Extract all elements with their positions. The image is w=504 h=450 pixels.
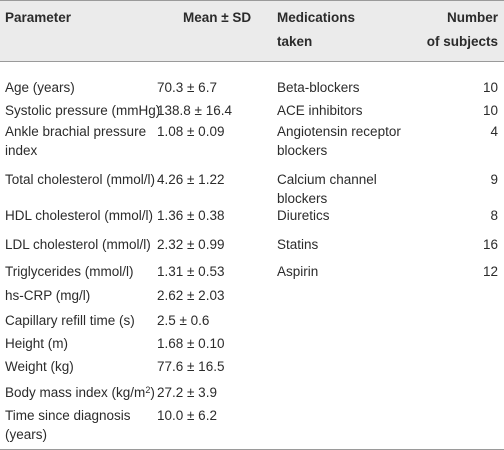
medication-label: Calcium channel	[277, 172, 377, 187]
table-header: Parameter Mean ± SD Medications taken Nu…	[0, 0, 504, 61]
param-value: 27.2 ± 3.9	[157, 385, 217, 400]
medication-label: ACE inhibitors	[277, 103, 363, 118]
param-label-suffix: )	[150, 385, 155, 400]
param-label: Body mass index (kg/m2)	[5, 383, 155, 402]
param-label: Ankle brachial pressure	[5, 124, 147, 139]
medication-count: 10	[482, 80, 498, 95]
medication-count: 10	[482, 103, 498, 118]
medication-count: 4	[490, 124, 498, 139]
param-label: Age (years)	[5, 80, 75, 95]
param-label: Systolic pressure (mmHg)	[5, 103, 161, 118]
medication-label: Beta-blockers	[277, 80, 360, 95]
param-label-line2: (years)	[5, 427, 48, 442]
param-label: Triglycerides (mmol/l)	[5, 264, 134, 279]
medication-label-line2: blockers	[277, 191, 328, 206]
param-value: 77.6 ± 16.5	[157, 359, 225, 374]
param-value: 1.68 ± 0.10	[157, 336, 225, 351]
param-label: Capillary refill time (s)	[5, 313, 135, 328]
param-value: 2.32 ± 0.99	[157, 237, 225, 252]
param-value: 138.8 ± 16.4	[157, 103, 232, 118]
medication-label: Statins	[277, 237, 319, 252]
param-value: 4.26 ± 1.22	[157, 172, 225, 187]
param-value: 10.0 ± 6.2	[157, 408, 217, 423]
header-mean-sd: Mean ± SD	[183, 10, 252, 25]
medication-label: Aspirin	[277, 264, 319, 279]
medication-label-line2: blockers	[277, 143, 328, 158]
medication-count: 12	[482, 264, 498, 279]
header-parameter: Parameter	[5, 10, 72, 25]
param-label: Total cholesterol (mmol/l)	[5, 172, 156, 187]
param-value: 2.5 ± 0.6	[157, 313, 210, 328]
param-label-line2: index	[5, 143, 38, 158]
param-label: Weight (kg)	[5, 359, 74, 374]
param-value: 2.62 ± 2.03	[157, 288, 225, 303]
param-label: LDL cholesterol (mmol/l)	[5, 237, 151, 252]
param-label: hs-CRP (mg/l)	[5, 288, 91, 303]
param-value: 1.31 ± 0.53	[157, 264, 225, 279]
param-label-superscript: 2	[145, 384, 151, 395]
medication-label: Angiotensin receptor	[277, 124, 401, 139]
header-medications: Medications	[277, 10, 356, 25]
header-number: Number	[446, 10, 498, 25]
medication-label: Diuretics	[277, 208, 330, 223]
medication-count: 8	[490, 208, 498, 223]
param-value: 70.3 ± 6.7	[157, 80, 217, 95]
header-rule	[0, 61, 504, 62]
param-label: Time since diagnosis	[5, 408, 131, 423]
medication-count: 16	[482, 237, 498, 252]
param-value: 1.08 ± 0.09	[157, 124, 225, 139]
param-value: 1.36 ± 0.38	[157, 208, 225, 223]
top-rule	[0, 0, 504, 1]
header-medications-line2: taken	[277, 34, 313, 49]
param-label: Height (m)	[5, 336, 69, 351]
param-label: HDL cholesterol (mmol/l)	[5, 208, 154, 223]
param-label-text: Body mass index (kg/m	[5, 385, 146, 400]
header-number-line2: of subjects	[426, 34, 498, 49]
medication-count: 9	[490, 172, 498, 187]
